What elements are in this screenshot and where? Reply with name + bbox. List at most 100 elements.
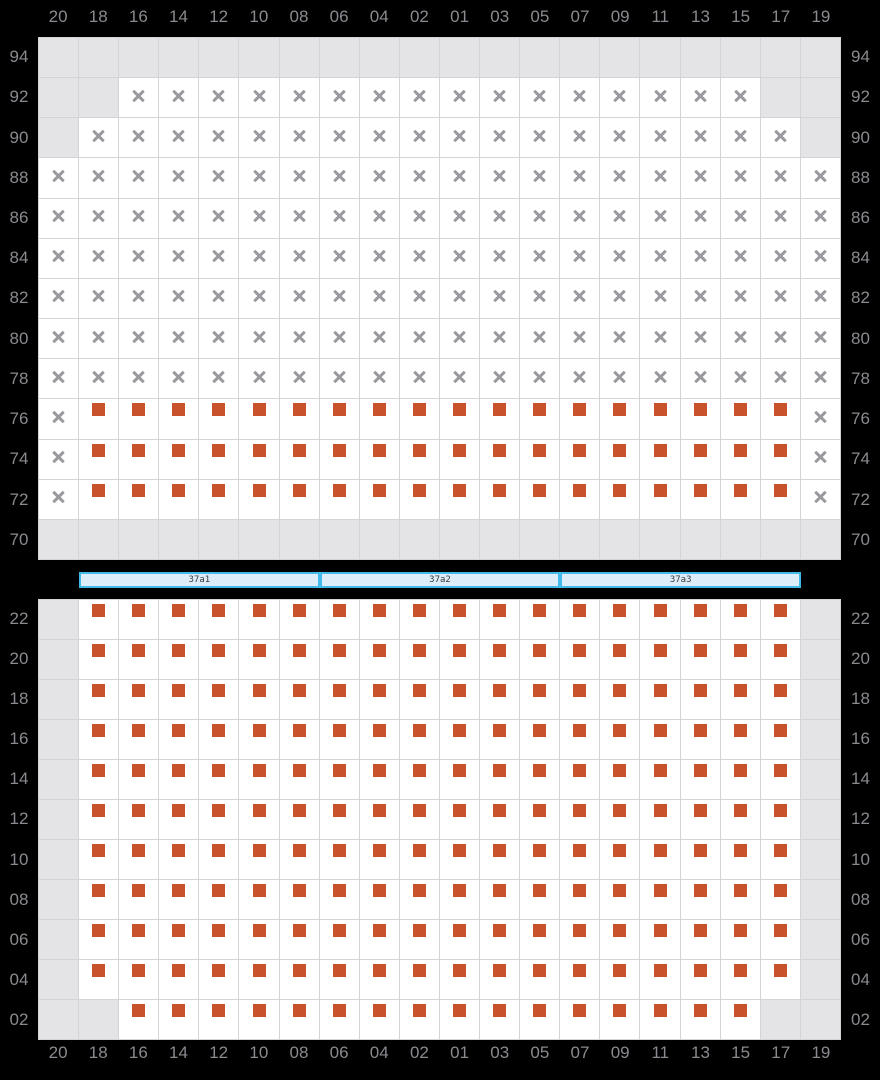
- seat-cell-available-seat[interactable]: [520, 960, 560, 999]
- seat-cell-available-seat[interactable]: [279, 1000, 319, 1039]
- seat-cell-available-seat[interactable]: [439, 760, 480, 799]
- seat-cell-available-seat[interactable]: [159, 880, 199, 919]
- seat-cell-available-seat[interactable]: [640, 840, 680, 879]
- seat-cell-available-seat[interactable]: [480, 600, 520, 639]
- seat-cell-available-seat[interactable]: [640, 1000, 680, 1039]
- seat-cell-available-seat[interactable]: [159, 479, 199, 519]
- seat-cell-available-seat[interactable]: [359, 720, 399, 759]
- seat-cell-available-seat[interactable]: [720, 600, 760, 639]
- seat-cell-available-seat[interactable]: [319, 880, 359, 919]
- seat-cell-available-seat[interactable]: [159, 800, 199, 839]
- seat-cell-available-seat[interactable]: [480, 640, 520, 679]
- seat-cell-available-seat[interactable]: [600, 439, 640, 479]
- seat-cell-available-seat[interactable]: [79, 640, 119, 679]
- seat-cell-available-seat[interactable]: [760, 880, 800, 919]
- seat-cell-available-seat[interactable]: [279, 680, 319, 719]
- seat-cell-available-seat[interactable]: [439, 640, 480, 679]
- seat-cell-available-seat[interactable]: [439, 680, 480, 719]
- seat-cell-available-seat[interactable]: [159, 1000, 199, 1039]
- seat-cell-available-seat[interactable]: [79, 960, 119, 999]
- seat-cell-available-seat[interactable]: [560, 680, 600, 719]
- seat-cell-available-seat[interactable]: [439, 399, 480, 439]
- seat-cell-available-seat[interactable]: [359, 960, 399, 999]
- seat-cell-available-seat[interactable]: [560, 640, 600, 679]
- seat-cell-available-seat[interactable]: [560, 960, 600, 999]
- seat-cell-available-seat[interactable]: [439, 1000, 480, 1039]
- seat-cell-available-seat[interactable]: [680, 720, 720, 759]
- seat-cell-available-seat[interactable]: [359, 439, 399, 479]
- seat-cell-available-seat[interactable]: [439, 880, 480, 919]
- seat-cell-available-seat[interactable]: [760, 640, 800, 679]
- seat-cell-available-seat[interactable]: [680, 680, 720, 719]
- seat-cell-available-seat[interactable]: [79, 720, 119, 759]
- seat-cell-available-seat[interactable]: [359, 840, 399, 879]
- seat-cell-available-seat[interactable]: [359, 1000, 399, 1039]
- seat-cell-available-seat[interactable]: [520, 1000, 560, 1039]
- seat-cell-available-seat[interactable]: [520, 399, 560, 439]
- seat-cell-available-seat[interactable]: [279, 479, 319, 519]
- seat-cell-available-seat[interactable]: [560, 720, 600, 759]
- seat-cell-available-seat[interactable]: [439, 840, 480, 879]
- seat-cell-available-seat[interactable]: [279, 880, 319, 919]
- seat-cell-available-seat[interactable]: [79, 840, 119, 879]
- seat-cell-available-seat[interactable]: [199, 880, 239, 919]
- seat-cell-available-seat[interactable]: [359, 760, 399, 799]
- seat-cell-available-seat[interactable]: [520, 479, 560, 519]
- seat-cell-available-seat[interactable]: [600, 720, 640, 759]
- seat-cell-available-seat[interactable]: [359, 479, 399, 519]
- seat-cell-available-seat[interactable]: [319, 640, 359, 679]
- seat-cell-available-seat[interactable]: [239, 760, 279, 799]
- seat-cell-available-seat[interactable]: [640, 760, 680, 799]
- seat-cell-available-seat[interactable]: [680, 1000, 720, 1039]
- seat-cell-available-seat[interactable]: [119, 600, 159, 639]
- seat-cell-available-seat[interactable]: [680, 880, 720, 919]
- seat-cell-available-seat[interactable]: [119, 640, 159, 679]
- seat-cell-available-seat[interactable]: [720, 479, 760, 519]
- seat-cell-available-seat[interactable]: [359, 880, 399, 919]
- seat-cell-available-seat[interactable]: [279, 920, 319, 959]
- seat-cell-available-seat[interactable]: [119, 800, 159, 839]
- seat-cell-available-seat[interactable]: [439, 800, 480, 839]
- seat-cell-available-seat[interactable]: [239, 720, 279, 759]
- seat-cell-available-seat[interactable]: [79, 600, 119, 639]
- seat-cell-available-seat[interactable]: [239, 840, 279, 879]
- seat-cell-available-seat[interactable]: [600, 399, 640, 439]
- seat-cell-available-seat[interactable]: [359, 399, 399, 439]
- seat-cell-available-seat[interactable]: [600, 1000, 640, 1039]
- seat-cell-available-seat[interactable]: [199, 640, 239, 679]
- seat-cell-available-seat[interactable]: [480, 960, 520, 999]
- seat-cell-available-seat[interactable]: [319, 680, 359, 719]
- seat-cell-available-seat[interactable]: [640, 920, 680, 959]
- seat-cell-available-seat[interactable]: [359, 800, 399, 839]
- seat-cell-available-seat[interactable]: [239, 960, 279, 999]
- seat-cell-available-seat[interactable]: [119, 1000, 159, 1039]
- seat-cell-available-seat[interactable]: [680, 399, 720, 439]
- seat-cell-available-seat[interactable]: [319, 439, 359, 479]
- seat-cell-available-seat[interactable]: [359, 680, 399, 719]
- seat-cell-available-seat[interactable]: [279, 800, 319, 839]
- seat-cell-available-seat[interactable]: [520, 680, 560, 719]
- seat-cell-available-seat[interactable]: [600, 640, 640, 679]
- seat-cell-available-seat[interactable]: [79, 479, 119, 519]
- seat-cell-available-seat[interactable]: [399, 920, 439, 959]
- seat-cell-available-seat[interactable]: [480, 880, 520, 919]
- seat-cell-available-seat[interactable]: [159, 439, 199, 479]
- seat-cell-available-seat[interactable]: [319, 960, 359, 999]
- seat-cell-available-seat[interactable]: [199, 720, 239, 759]
- seat-cell-available-seat[interactable]: [680, 600, 720, 639]
- seat-cell-available-seat[interactable]: [79, 880, 119, 919]
- seat-cell-available-seat[interactable]: [480, 760, 520, 799]
- seat-cell-available-seat[interactable]: [119, 720, 159, 759]
- seat-cell-available-seat[interactable]: [480, 920, 520, 959]
- seat-cell-available-seat[interactable]: [520, 720, 560, 759]
- seat-cell-available-seat[interactable]: [760, 960, 800, 999]
- seat-cell-available-seat[interactable]: [399, 720, 439, 759]
- seat-cell-available-seat[interactable]: [319, 479, 359, 519]
- seat-cell-available-seat[interactable]: [600, 880, 640, 919]
- seat-cell-available-seat[interactable]: [239, 640, 279, 679]
- seat-cell-available-seat[interactable]: [319, 1000, 359, 1039]
- seat-cell-available-seat[interactable]: [399, 760, 439, 799]
- seat-cell-available-seat[interactable]: [79, 920, 119, 959]
- seat-cell-available-seat[interactable]: [439, 920, 480, 959]
- seat-cell-available-seat[interactable]: [480, 840, 520, 879]
